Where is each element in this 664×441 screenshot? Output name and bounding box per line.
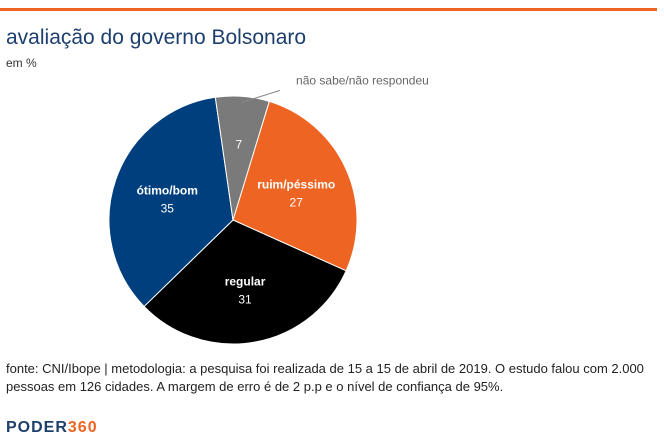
pie-slice-regular: [143, 219, 347, 345]
pie-slice-ruim-pessimo: [232, 100, 358, 272]
pie-slice-nao-sabe-nao-respondeu: [214, 95, 270, 221]
slice-value-ruim-pessimo: 27: [290, 195, 304, 209]
poder360-logo: PODER360: [6, 419, 98, 437]
slice-label-ruim-pessimo: ruim/péssimo: [257, 177, 335, 191]
slice-label-otimo-bom: ótimo/bom: [137, 184, 198, 198]
slice-label-regular: regular: [225, 274, 266, 288]
chart-title: avaliação do governo Bolsonaro: [6, 26, 307, 49]
slice-value-nao-sabe-nao-respondeu: 7: [236, 137, 243, 151]
pie-slice-otimo-bom: [108, 96, 234, 308]
slice-value-regular: 31: [238, 292, 252, 306]
top-accent-bar: [0, 8, 657, 11]
logo-text-poder: PODER: [6, 419, 68, 436]
logo-text-360: 360: [67, 419, 98, 436]
callout-line-nao-sabe-nao-respondeu: [241, 89, 281, 103]
source-note: fonte: CNI/Ibope | metodologia: a pesqui…: [6, 361, 644, 394]
chart-subtitle: em %: [6, 56, 37, 70]
slice-value-otimo-bom: 35: [161, 202, 175, 216]
slice-label-nao-sabe-nao-respondeu: não sabe/não respondeu: [296, 73, 429, 87]
